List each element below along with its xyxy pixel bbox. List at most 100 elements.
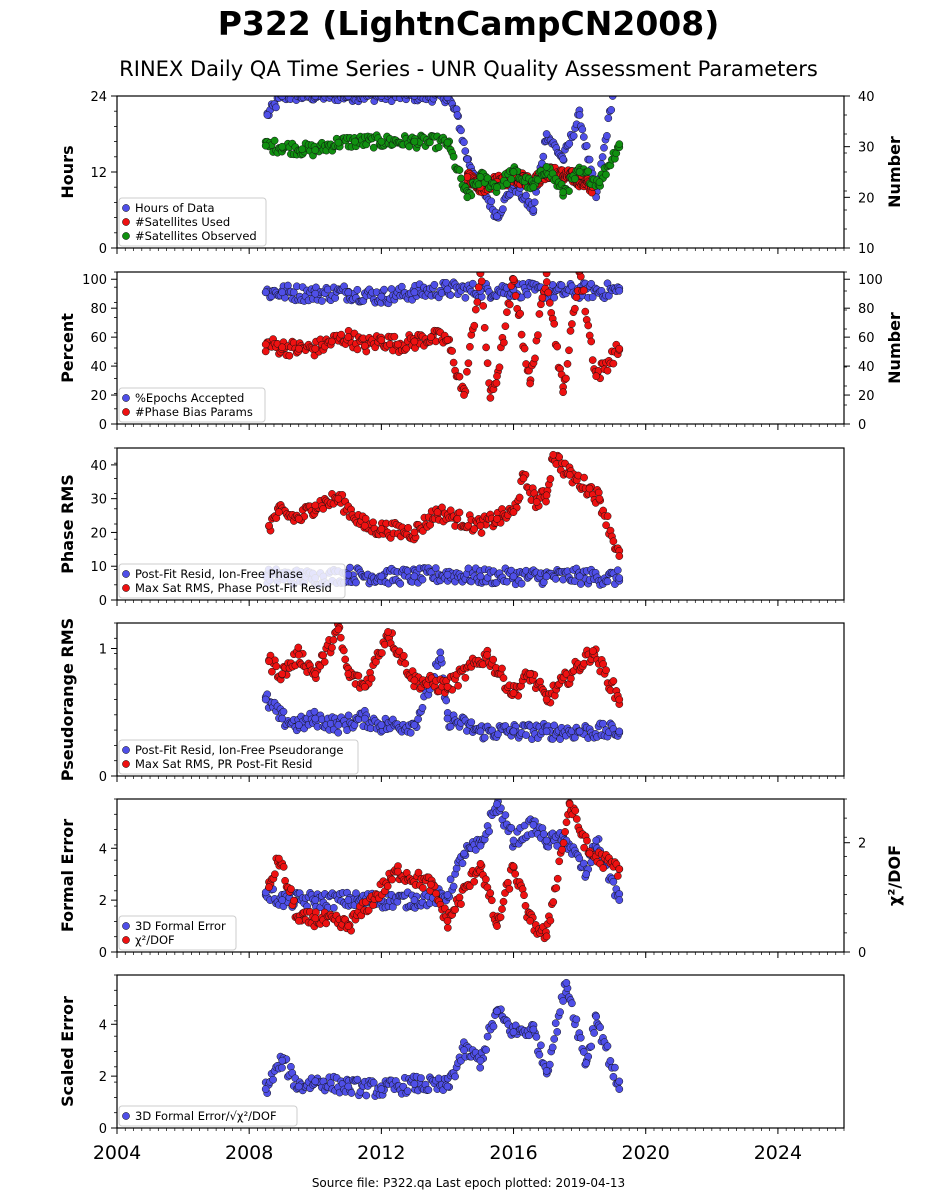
y-tick-label: 0 [99, 242, 107, 257]
data-point [455, 372, 464, 381]
data-point [463, 155, 472, 164]
legend-label: #Phase Bias Params [135, 405, 253, 419]
data-point [576, 272, 584, 275]
y-axis-label: Scaled Error [58, 996, 77, 1107]
y-tick-label: 0 [99, 594, 107, 609]
data-point [457, 900, 465, 908]
data-point [551, 1019, 560, 1028]
data-point [294, 721, 303, 729]
y2-tick-label: 2 [858, 837, 866, 852]
data-point [380, 285, 388, 294]
data-point [550, 721, 559, 730]
data-point [410, 288, 419, 297]
data-point [598, 153, 607, 161]
y2-axis-label: Number [885, 136, 904, 208]
data-point [344, 711, 353, 720]
data-point [496, 913, 505, 922]
legend-box [118, 915, 237, 951]
data-point [615, 695, 624, 704]
data-point [455, 508, 464, 517]
data-point [311, 289, 320, 298]
data-point [422, 96, 427, 97]
data-point [486, 394, 495, 402]
data-point [334, 625, 343, 634]
data-point [584, 167, 593, 176]
x-tick-label: 2004 [93, 1142, 141, 1164]
data-point [418, 703, 427, 712]
y2-axis-label: Number [885, 312, 904, 384]
data-point [344, 896, 353, 904]
legend-label: Post-Fit Resid, Ion-Free Phase [135, 567, 303, 581]
data-points [261, 89, 624, 222]
data-point [443, 891, 452, 899]
data-point [561, 828, 569, 836]
x-tick-label: 2024 [754, 1142, 802, 1164]
legend-marker [122, 218, 130, 226]
data-point [278, 714, 287, 723]
data-point [339, 646, 348, 655]
data-point [457, 126, 465, 135]
data-point [595, 178, 604, 186]
data-point [344, 670, 353, 678]
y-tick-label: 20 [90, 526, 107, 541]
data-point [434, 143, 443, 152]
y-tick-label: 4 [99, 1018, 107, 1033]
data-point [406, 728, 415, 737]
data-point [546, 475, 555, 483]
data-point [493, 800, 501, 809]
data-point [487, 197, 496, 206]
data-point [311, 914, 320, 923]
data-points [261, 799, 624, 943]
data-point [294, 1082, 303, 1091]
data-point [486, 889, 495, 897]
data-point [269, 1075, 277, 1084]
data-point [329, 904, 338, 912]
data-point [334, 494, 343, 503]
data-point [542, 836, 551, 845]
data-point [279, 707, 288, 716]
data-point [517, 330, 526, 339]
data-point [565, 139, 574, 148]
data-point [526, 379, 534, 388]
data-point [565, 471, 574, 479]
legend: %Epochs Accepted#Phase Bias Params [118, 387, 266, 423]
data-point [517, 579, 526, 588]
data-point [337, 330, 346, 339]
data-point [461, 293, 470, 302]
data-point [582, 1059, 591, 1068]
data-point [289, 288, 298, 297]
data-point [344, 570, 353, 579]
data-point [476, 859, 485, 868]
data-point [526, 670, 534, 678]
data-point [615, 865, 624, 873]
data-point [453, 515, 462, 523]
data-point [511, 291, 520, 300]
data-point [584, 321, 593, 330]
data-point [509, 1028, 518, 1036]
data-point [542, 572, 551, 581]
data-point [368, 96, 371, 97]
data-point [407, 89, 414, 96]
data-point [563, 360, 572, 368]
data-point [483, 651, 491, 659]
data-point [468, 279, 477, 288]
data-point [557, 281, 566, 290]
data-point [499, 205, 507, 213]
data-point [580, 473, 588, 482]
legend-label: 3D Formal Error [135, 919, 226, 933]
data-point [410, 572, 419, 581]
data-point [334, 138, 343, 147]
data-point [568, 320, 576, 328]
data-point [463, 193, 472, 202]
y-axis-label: Phase RMS [58, 474, 77, 574]
x-tick-label: 2020 [622, 1142, 670, 1164]
data-point [482, 1046, 490, 1054]
data-point [485, 827, 493, 836]
data-point [402, 344, 411, 353]
data-point [609, 677, 618, 685]
data-point [272, 103, 280, 112]
data-point [542, 1067, 551, 1075]
data-point [467, 718, 476, 727]
data-point [442, 696, 451, 705]
